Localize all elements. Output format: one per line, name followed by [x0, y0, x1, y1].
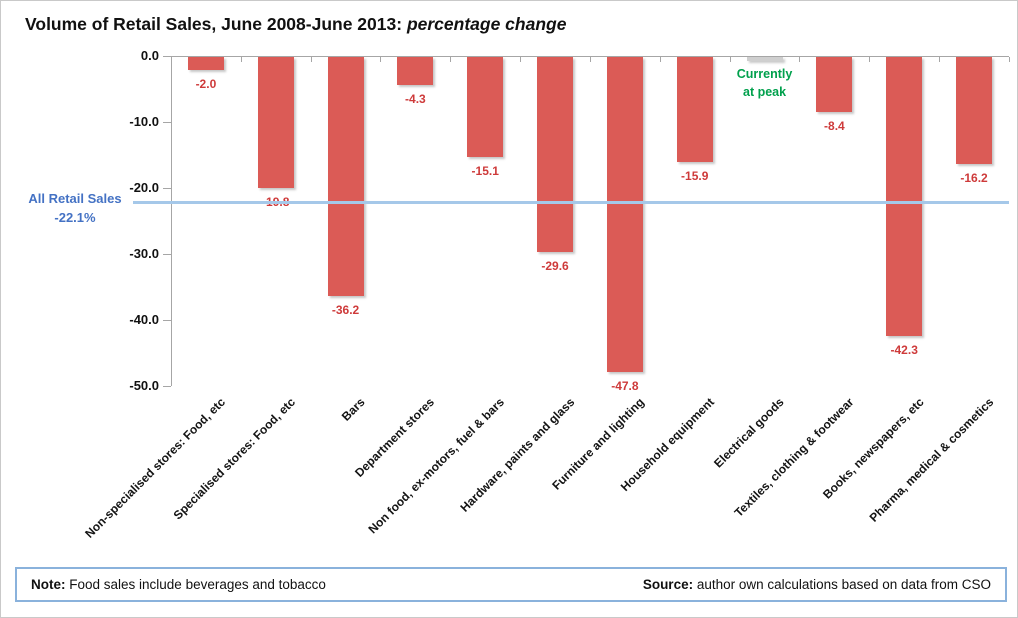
category-label: Specialised stores: Food, etc — [170, 395, 298, 523]
bar — [467, 57, 504, 157]
y-axis-tick — [163, 320, 171, 321]
y-axis-tick — [163, 386, 171, 387]
bar-value-label: -47.8 — [611, 379, 639, 393]
footer-box: Note: Food sales include beverages and t… — [15, 567, 1007, 602]
reference-line — [133, 200, 1009, 204]
y-axis-tick-label: -40.0 — [129, 312, 159, 327]
peak-annotation-line1: Currently — [736, 67, 793, 81]
bar — [537, 57, 574, 252]
y-axis-tick — [163, 188, 171, 189]
bar-value-label: -4.3 — [405, 92, 426, 106]
bar — [676, 57, 713, 162]
x-axis-tick — [659, 57, 661, 62]
bar-value-label: -15.9 — [681, 169, 709, 183]
bar-value-label: -29.6 — [541, 259, 569, 273]
x-axis-tick — [729, 57, 731, 62]
bar-value-label: -15.1 — [471, 164, 499, 178]
category-label: Electrical goods — [711, 395, 787, 471]
y-axis-tick-label: -30.0 — [129, 246, 159, 261]
x-axis-tick — [939, 57, 941, 62]
category-label: Pharma, medical & cosmetics — [866, 395, 996, 525]
y-axis-tick — [163, 56, 171, 57]
y-axis-tick-label: -10.0 — [129, 114, 159, 129]
footer-note: Note: Food sales include beverages and t… — [31, 577, 326, 592]
peak-annotation-line2: at peak — [743, 84, 787, 99]
peak-annotation: Currently at peak — [710, 66, 820, 101]
bar — [257, 57, 294, 188]
reference-line-label-text: All Retail Sales — [28, 190, 122, 206]
bar — [886, 57, 923, 336]
x-axis-tick — [520, 57, 522, 62]
category-label: Non food, ex-motors, fuel & bars — [365, 395, 508, 537]
y-axis-tick-label: 0.0 — [140, 48, 159, 63]
bar — [187, 57, 224, 70]
bar — [606, 57, 643, 372]
x-axis-tick — [310, 57, 312, 62]
y-axis-tick-label: -20.0 — [129, 180, 159, 195]
footer-source-label: Source: — [642, 577, 694, 592]
chart-title-emphasis: percentage change — [406, 14, 567, 34]
category-label: Non-specialised stores: Food, etc — [82, 395, 228, 541]
bar-value-label: -36.2 — [331, 303, 360, 317]
category-label: Bars — [338, 395, 368, 424]
footer-note-text: Food sales include beverages and tobacco — [65, 577, 326, 592]
chart-title: Volume of Retail Sales, June 2008-June 2… — [25, 14, 566, 35]
bar-value-label: -2.0 — [195, 77, 217, 91]
bar — [816, 57, 853, 112]
footer-source-text: author own calculations based on data fr… — [693, 577, 991, 592]
y-axis-tick — [163, 122, 171, 123]
y-axis-tick — [163, 254, 171, 255]
y-axis-tick-label: -50.0 — [129, 378, 159, 393]
x-axis-tick — [240, 57, 242, 62]
y-axis-line — [171, 56, 172, 386]
bar — [327, 57, 364, 296]
footer-source: Source: author own calculations based on… — [643, 577, 991, 592]
x-axis-tick — [380, 57, 382, 62]
bar — [397, 57, 434, 85]
bar-value-label: -16.2 — [960, 171, 988, 185]
reference-line-label-value: -22.1% — [54, 209, 96, 225]
bar-value-label: -8.4 — [824, 119, 845, 133]
bar-zero-stub — [746, 57, 783, 61]
x-axis-tick — [1008, 57, 1010, 62]
bar-value-label: -42.3 — [890, 343, 918, 357]
x-axis-tick — [799, 57, 801, 62]
x-axis-tick — [171, 57, 172, 62]
bar — [956, 57, 993, 164]
x-axis-tick — [869, 57, 871, 62]
category-label: Textiles, clothing & footwear — [731, 395, 857, 520]
category-label: Hardware, paints and glass — [457, 395, 577, 515]
x-axis-tick — [450, 57, 452, 62]
chart-title-main: Volume of Retail Sales, June 2008-June 2… — [25, 14, 403, 34]
x-axis-tick — [589, 57, 591, 62]
x-axis-line — [171, 56, 1009, 57]
footer-note-label: Note: — [31, 577, 66, 592]
reference-line-label: All Retail Sales -22.1% — [19, 190, 131, 228]
